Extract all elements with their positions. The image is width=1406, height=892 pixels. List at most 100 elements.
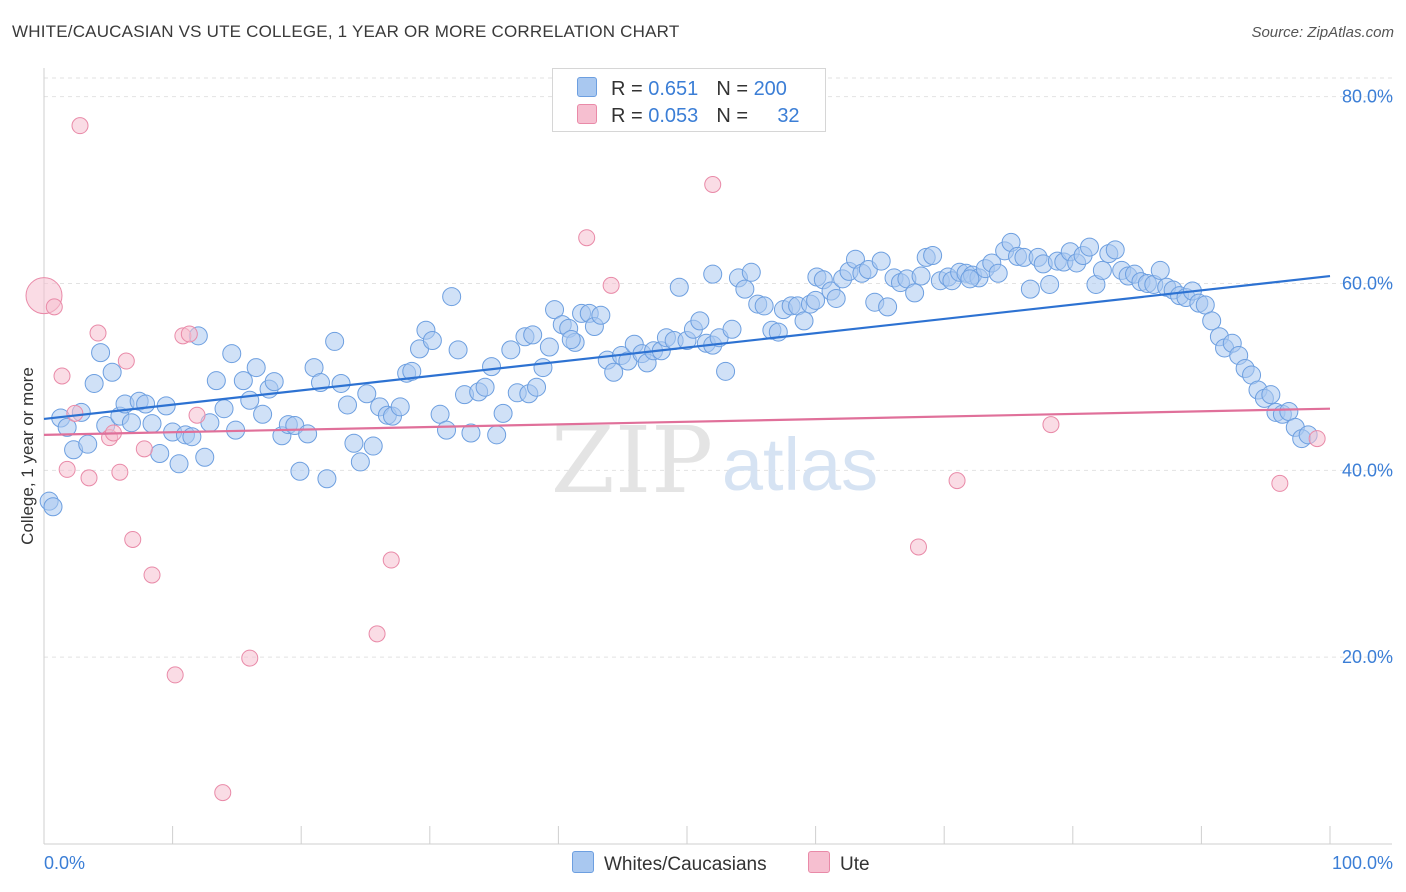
y-axis-tick-labels: 20.0% 40.0% 60.0% 80.0%: [1342, 87, 1393, 667]
data-point-whites: [561, 330, 581, 350]
data-point-whites: [1261, 385, 1281, 405]
data-point-whites: [501, 340, 521, 360]
data-point-whites: [703, 264, 723, 284]
data-point-whites: [84, 373, 104, 393]
data-point-whites: [448, 340, 468, 360]
data-point-ute: [124, 530, 142, 548]
data-point-whites: [871, 251, 891, 271]
r-value-ute: 0.053: [648, 105, 699, 127]
data-point-whites: [988, 263, 1008, 283]
data-point-whites: [264, 372, 284, 392]
data-point-ute: [143, 566, 161, 584]
trend-line-whites: [43, 274, 1331, 421]
data-point-whites: [905, 283, 925, 303]
data-point-whites: [669, 277, 689, 297]
data-point-ute: [948, 472, 966, 490]
series-ute-points: [25, 117, 1326, 802]
data-point-whites: [298, 424, 318, 444]
data-point-ute: [368, 625, 386, 643]
data-point-ute: [214, 784, 232, 802]
data-point-whites: [422, 330, 442, 350]
legend-swatch-whites: [577, 77, 597, 97]
legend-item-whites[interactable]: Whites/Caucasians: [572, 851, 767, 876]
data-point-whites: [195, 447, 215, 467]
data-point-whites: [482, 357, 502, 377]
watermark-atlas: atlas: [722, 423, 878, 506]
data-point-whites: [142, 414, 162, 434]
data-point-whites: [390, 397, 410, 417]
n-label: N =: [716, 105, 754, 127]
data-point-whites: [741, 262, 761, 282]
data-point-whites: [911, 266, 931, 286]
data-point-ute: [704, 175, 722, 193]
data-point-whites: [722, 319, 742, 339]
data-point-ute: [80, 469, 98, 487]
data-point-whites: [1092, 260, 1112, 280]
data-point-ute: [111, 463, 129, 481]
data-point-whites: [214, 399, 234, 419]
legend-swatch-ute: [577, 104, 597, 124]
data-point-whites: [487, 425, 507, 445]
r-label: R =: [611, 78, 649, 100]
data-point-whites: [102, 362, 122, 382]
data-point-whites: [331, 373, 351, 393]
data-point-ute: [382, 551, 400, 569]
y-tick-label: 40.0%: [1342, 460, 1393, 480]
data-point-ute: [909, 538, 927, 556]
data-point-whites: [527, 377, 547, 397]
data-point-ute: [166, 666, 184, 684]
data-point-whites: [121, 413, 141, 433]
data-point-ute: [241, 649, 259, 667]
n-value-whites: 200: [753, 78, 787, 100]
data-point-whites: [350, 452, 370, 472]
data-point-whites: [240, 390, 260, 410]
y-tick-label: 80.0%: [1342, 87, 1393, 107]
data-point-ute: [1271, 474, 1289, 492]
data-point-whites: [222, 344, 242, 364]
chart-title: WHITE/CAUCASIAN VS UTE COLLEGE, 1 YEAR O…: [12, 22, 680, 41]
data-point-whites: [182, 427, 202, 447]
source-credit: Source: ZipAtlas.com: [1251, 24, 1394, 41]
x-tick-label-max: 100.0%: [1332, 853, 1393, 873]
data-point-ute: [71, 117, 89, 135]
legend-item-ute[interactable]: Ute: [808, 851, 870, 876]
data-point-ute: [1042, 416, 1060, 434]
data-point-whites: [794, 311, 814, 331]
data-point-whites: [442, 287, 462, 307]
data-point-whites: [533, 358, 553, 378]
data-point-ute: [188, 406, 206, 424]
data-point-ute: [89, 324, 107, 342]
r-value-whites: 0.651: [648, 78, 699, 100]
data-point-ute: [53, 367, 71, 385]
data-point-whites: [357, 384, 377, 404]
data-point-whites: [344, 433, 364, 453]
legend-swatch-whites: [572, 851, 594, 873]
data-point-whites: [430, 404, 450, 424]
legend-label-whites: Whites/Caucasians: [604, 854, 767, 875]
data-point-whites: [150, 444, 170, 464]
data-point-whites: [206, 371, 226, 391]
data-point-whites: [1150, 260, 1170, 280]
data-point-whites: [136, 394, 156, 414]
x-tick-label-min: 0.0%: [44, 853, 85, 873]
data-point-ute: [66, 404, 84, 422]
n-value-ute: 32: [777, 105, 800, 127]
data-point-whites: [604, 362, 624, 382]
data-point-whites: [325, 331, 345, 351]
data-point-ute: [117, 352, 135, 370]
data-point-whites: [78, 434, 98, 454]
data-point-whites: [1080, 237, 1100, 257]
data-point-whites: [437, 420, 457, 440]
data-point-whites: [317, 469, 337, 489]
y-tick-label: 20.0%: [1342, 647, 1393, 667]
y-axis-label: College, 1 year or more: [18, 367, 37, 545]
data-point-whites: [690, 311, 710, 331]
data-point-whites: [1040, 274, 1060, 294]
data-point-whites: [169, 454, 189, 474]
data-point-ute: [578, 229, 596, 247]
y-tick-label: 60.0%: [1342, 274, 1393, 294]
legend-swatch-ute: [808, 851, 830, 873]
stats-legend-row-whites: R = 0.651 N = 200: [577, 77, 787, 101]
data-point-whites: [461, 423, 481, 443]
data-point-whites: [1020, 279, 1040, 299]
